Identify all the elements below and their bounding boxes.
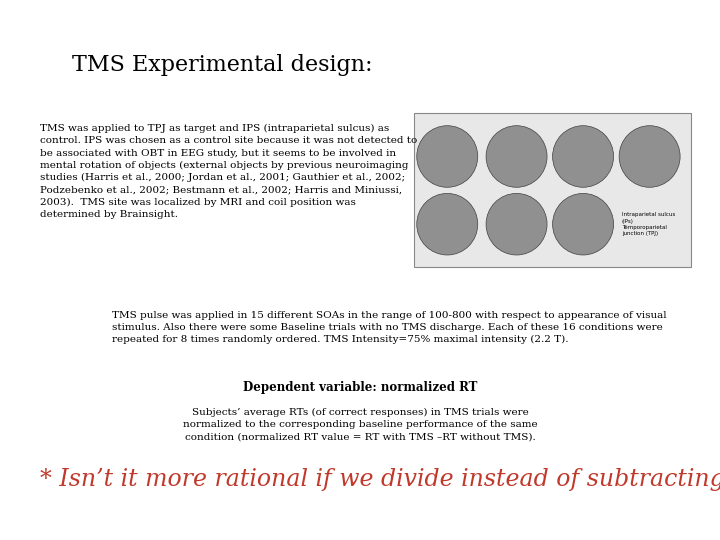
- Bar: [414, 113, 691, 267]
- Ellipse shape: [486, 193, 547, 255]
- Text: TMS Experimental design:: TMS Experimental design:: [72, 54, 372, 76]
- Ellipse shape: [486, 126, 547, 187]
- Ellipse shape: [417, 193, 478, 255]
- Text: Dependent variable: normalized RT: Dependent variable: normalized RT: [243, 381, 477, 394]
- Text: Subjects’ average RTs (of correct responses) in TMS trials were
normalized to th: Subjects’ average RTs (of correct respon…: [183, 408, 537, 441]
- Text: Intraparietal sulcus
(IPs)
Temporoparietal
junction (TPJ): Intraparietal sulcus (IPs) Temporopariet…: [622, 212, 675, 236]
- Ellipse shape: [619, 126, 680, 187]
- Ellipse shape: [553, 126, 613, 187]
- Ellipse shape: [553, 193, 613, 255]
- Text: TMS pulse was applied in 15 different SOAs in the range of 100-800 with respect : TMS pulse was applied in 15 different SO…: [112, 310, 666, 344]
- Text: TMS was applied to TPJ as target and IPS (intraparietal sulcus) as
control. IPS : TMS was applied to TPJ as target and IPS…: [40, 124, 417, 219]
- Text: * Isn’t it more rational if we divide instead of subtracting?: * Isn’t it more rational if we divide in…: [40, 468, 720, 491]
- Ellipse shape: [417, 126, 478, 187]
